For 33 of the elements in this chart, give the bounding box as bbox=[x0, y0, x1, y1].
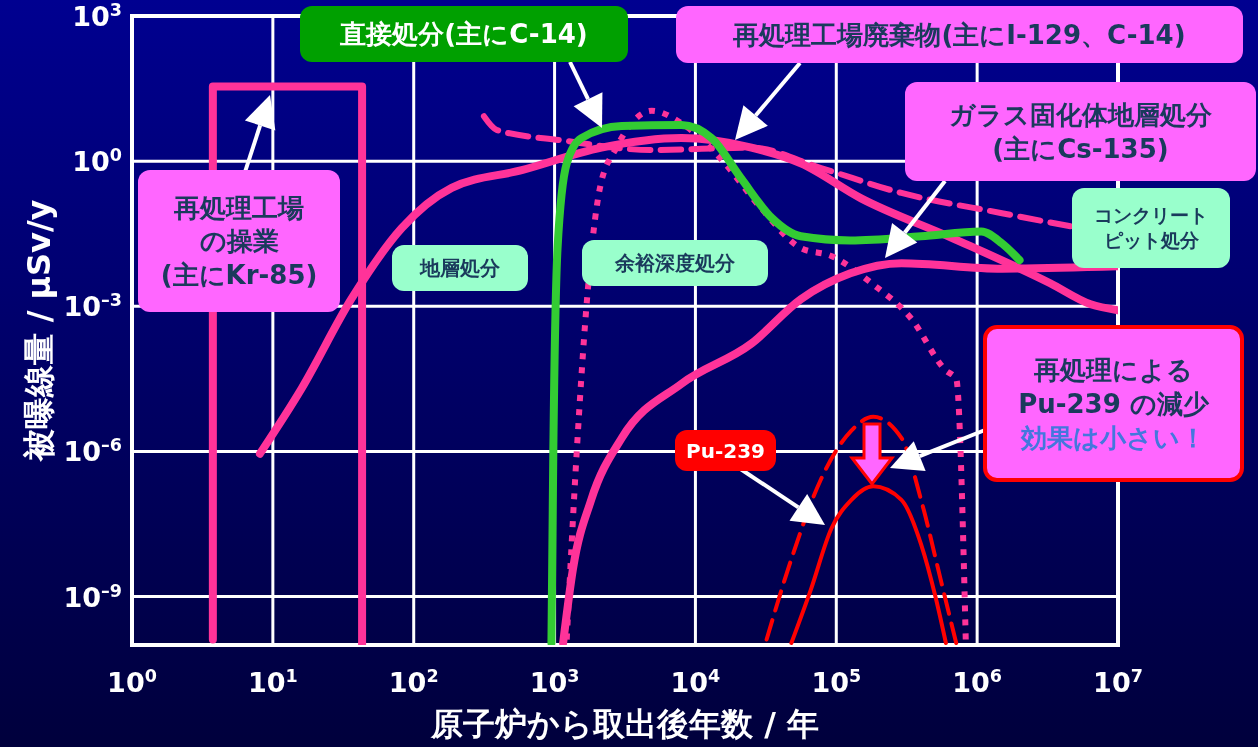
y-tick-label: 10$^{–3}$ bbox=[63, 290, 122, 323]
annotation: ガラス固化体地層処分(主にCs-135) bbox=[949, 99, 1213, 164]
x-tick-label: 10$^{5}$ bbox=[811, 666, 862, 698]
x-tick-label: 10$^{1}$ bbox=[247, 666, 298, 698]
y-tick-label: 10$^{–9}$ bbox=[63, 580, 122, 613]
annotation: 地層処分 bbox=[419, 256, 501, 281]
y-tick-label: 10$^{3}$ bbox=[72, 0, 122, 32]
annotation: コンクリートピット処分 bbox=[1094, 204, 1208, 252]
callout-box: 地層処分 bbox=[392, 245, 528, 291]
annotation: 再処理工場廃棄物(主にI-129、C-14) bbox=[732, 19, 1186, 50]
callout-box: 直接処分(主にC-14) bbox=[300, 6, 628, 62]
x-tick-label: 10$^{2}$ bbox=[388, 666, 439, 698]
x-tick-label: 10$^{7}$ bbox=[1093, 666, 1143, 698]
callout-box: 余裕深度処分 bbox=[582, 240, 768, 286]
annotation: 再処理によるPu-239 の減少効果は小さい！ bbox=[1018, 355, 1210, 453]
callout-box: コンクリートピット処分 bbox=[1072, 188, 1230, 268]
callout-box: 再処理工場の操業(主にKr-85) bbox=[138, 170, 340, 312]
annotation: 再処理工場の操業(主にKr-85) bbox=[160, 192, 318, 291]
y-tick-label: 10$^{–6}$ bbox=[63, 435, 122, 468]
callout-box: 再処理工場廃棄物(主にI-129、C-14) bbox=[676, 6, 1243, 63]
callout-box: ガラス固化体地層処分(主にCs-135) bbox=[905, 82, 1256, 181]
callout-box: 再処理によるPu-239 の減少効果は小さい！ bbox=[983, 325, 1244, 482]
x-tick-label: 10$^{0}$ bbox=[107, 666, 157, 698]
annotation: Pu-239 bbox=[686, 438, 765, 463]
x-axis-title: 原子炉から取出後年数 / 年 bbox=[430, 705, 819, 743]
x-tick-label: 10$^{4}$ bbox=[670, 666, 721, 698]
annotation: 余裕深度処分 bbox=[614, 251, 736, 276]
y-axis-title: 被曝線量 / μSv/y bbox=[20, 199, 58, 464]
x-tick-label: 10$^{6}$ bbox=[952, 666, 1003, 698]
annotation: 直接処分(主にC-14) bbox=[339, 19, 588, 50]
y-tick-label: 10$^{0}$ bbox=[72, 145, 122, 178]
callout-box: Pu-239 bbox=[675, 430, 776, 471]
x-tick-label: 10$^{3}$ bbox=[529, 666, 580, 698]
